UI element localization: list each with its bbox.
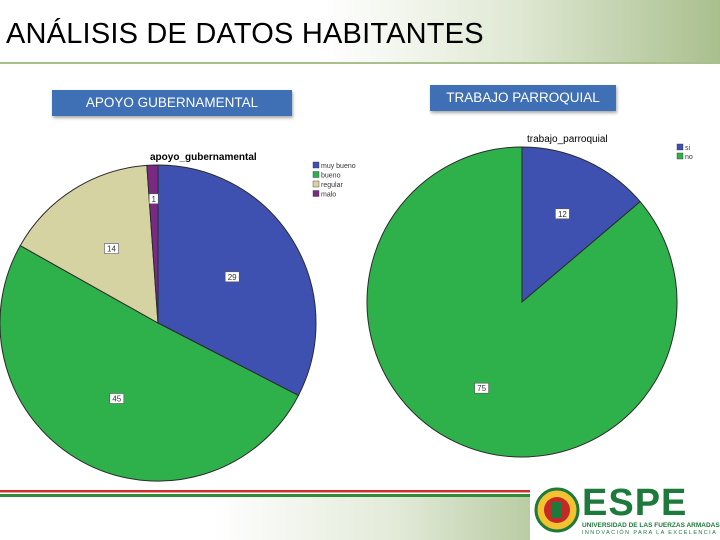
legend-swatch-no <box>676 152 684 160</box>
pie-slice-bueno <box>0 244 300 482</box>
title-bar: ANÁLISIS DE DATOS HABITANTES <box>0 0 720 62</box>
data-label-box-si <box>555 208 570 220</box>
university-seal-icon <box>534 487 580 533</box>
chart-title-1: trabajo_parroquial <box>527 134 608 145</box>
data-label-muy-bueno: 29 <box>228 273 237 282</box>
legend-swatch-malo <box>312 190 320 197</box>
data-label-si: 12 <box>558 210 567 219</box>
data-label-regular: 14 <box>107 245 116 254</box>
espe-logo: ESPE UNIVERSIDAD DE LAS FUERZAS ARMADAS … <box>530 480 720 540</box>
legend-label-bueno: bueno <box>321 173 341 180</box>
data-label-box-no <box>474 382 489 394</box>
pie-slice-regular <box>19 164 159 324</box>
data-label-malo: 1 <box>151 195 156 204</box>
footer-flag-band <box>0 490 530 497</box>
data-label-box-bueno <box>109 393 125 404</box>
legend-swatch-muy-bueno <box>312 161 320 169</box>
page-title: ANÁLISIS DE DATOS HABITANTES <box>6 18 484 50</box>
chart-title-0: apoyo_gubernamental <box>150 152 257 163</box>
title-divider <box>0 62 720 64</box>
footer-background <box>0 497 530 540</box>
data-label-box-malo <box>148 193 159 205</box>
pie-slice-no <box>366 146 678 458</box>
logo-subtitle: UNIVERSIDAD DE LAS FUERZAS ARMADAS <box>582 522 720 529</box>
pie-slice-malo <box>146 164 159 324</box>
section-label-trabajo: TRABAJO PARROQUIAL <box>430 85 616 111</box>
legend-label-muy-bueno: muy bueno <box>321 163 356 170</box>
data-label-bueno: 45 <box>112 395 121 404</box>
legend-swatch-regular <box>312 180 320 188</box>
pie-slice-si <box>521 146 641 304</box>
section-label-apoyo: APOYO GUBERNAMENTAL <box>52 90 292 116</box>
legend-swatch-si <box>676 143 684 151</box>
legend-swatch-bueno <box>312 171 320 178</box>
logo-tagline: INNOVACIÓN PARA LA EXCELENCIA <box>582 530 718 536</box>
data-label-box-regular <box>104 243 119 254</box>
legend-label-malo: malo <box>321 192 336 199</box>
legend-label-no: no <box>685 154 693 161</box>
legend-label-si: si <box>685 145 691 152</box>
legend-label-regular: regular <box>321 182 343 189</box>
data-label-no: 75 <box>477 384 486 393</box>
data-label-box-muy-bueno <box>224 271 240 283</box>
logo-wordmark: ESPE <box>582 482 688 524</box>
